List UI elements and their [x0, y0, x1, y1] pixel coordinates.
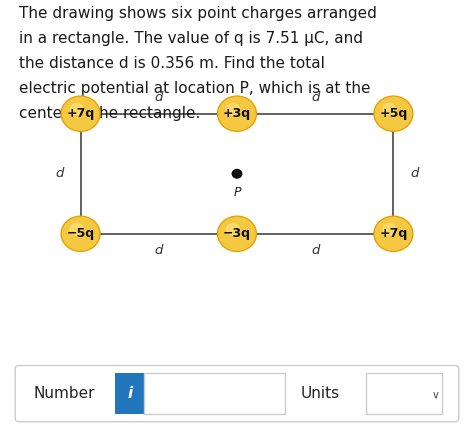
Text: d: d: [311, 91, 319, 104]
Text: +3q: +3q: [223, 107, 251, 120]
Text: +5q: +5q: [379, 107, 408, 120]
Text: electric potential at location P, which is at the: electric potential at location P, which …: [19, 81, 371, 96]
Circle shape: [70, 224, 83, 235]
Text: in a rectangle. The value of q is 7.51 μC, and: in a rectangle. The value of q is 7.51 μ…: [19, 31, 363, 46]
Circle shape: [383, 224, 396, 235]
Circle shape: [374, 96, 413, 131]
Text: −3q: −3q: [223, 227, 251, 240]
Circle shape: [70, 103, 83, 115]
Circle shape: [227, 224, 239, 235]
Circle shape: [61, 96, 100, 131]
Text: d: d: [410, 167, 419, 180]
Circle shape: [218, 96, 256, 131]
Text: Number: Number: [33, 386, 95, 401]
Text: +7q: +7q: [66, 107, 95, 120]
Circle shape: [219, 218, 255, 250]
Text: d: d: [55, 167, 64, 180]
FancyBboxPatch shape: [115, 373, 146, 414]
Text: d: d: [155, 244, 163, 257]
Circle shape: [383, 103, 396, 115]
Circle shape: [63, 97, 99, 130]
FancyBboxPatch shape: [15, 366, 459, 422]
Text: ∧: ∧: [429, 388, 438, 399]
Text: d: d: [311, 244, 319, 257]
Circle shape: [375, 218, 411, 250]
Circle shape: [375, 97, 411, 130]
Circle shape: [218, 216, 256, 251]
Circle shape: [374, 216, 413, 251]
Circle shape: [232, 169, 242, 178]
Text: i: i: [128, 386, 133, 401]
Circle shape: [61, 216, 100, 251]
FancyBboxPatch shape: [366, 373, 442, 414]
Text: +7q: +7q: [379, 227, 408, 240]
Circle shape: [227, 103, 239, 115]
Text: the distance d is 0.356 m. Find the total: the distance d is 0.356 m. Find the tota…: [19, 56, 325, 71]
Text: −5q: −5q: [66, 227, 95, 240]
Text: P: P: [233, 186, 241, 199]
Circle shape: [219, 97, 255, 130]
Text: center of the rectangle.: center of the rectangle.: [19, 106, 201, 121]
Text: d: d: [155, 91, 163, 104]
Text: The drawing shows six point charges arranged: The drawing shows six point charges arra…: [19, 6, 377, 21]
Circle shape: [63, 218, 99, 250]
Text: Units: Units: [301, 386, 340, 401]
FancyBboxPatch shape: [144, 373, 285, 414]
